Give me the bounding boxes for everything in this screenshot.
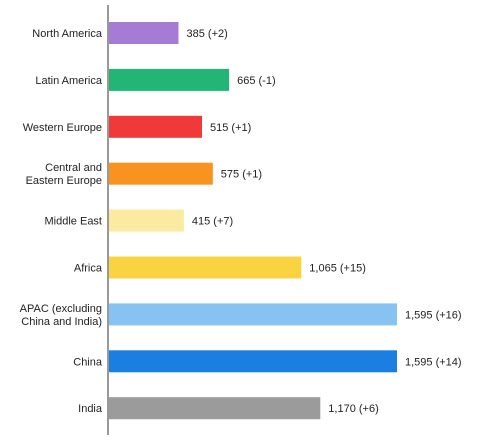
category-label-line: North America — [32, 28, 103, 40]
category-label-line: China and India) — [21, 316, 102, 328]
category-label-line: Central and — [45, 162, 102, 174]
category-label-line: Western Europe — [23, 122, 102, 134]
value-label: 1,595 (+14) — [405, 356, 462, 368]
bar — [109, 22, 179, 44]
bar — [109, 397, 321, 420]
category-label: China — [73, 356, 103, 368]
value-label: 515 (+1) — [210, 122, 251, 134]
category-label: Latin America — [35, 75, 103, 87]
value-label: 1,595 (+16) — [405, 309, 462, 321]
category-label: North America — [32, 28, 103, 40]
category-label: Middle East — [45, 216, 102, 228]
category-label: Western Europe — [23, 122, 102, 134]
value-label: 665 (-1) — [237, 75, 276, 87]
bar — [109, 68, 230, 91]
value-label: 1,170 (+6) — [328, 403, 378, 415]
bar — [109, 256, 302, 279]
bar — [109, 303, 397, 326]
category-label-line: Africa — [74, 263, 103, 275]
value-label: 415 (+7) — [192, 216, 233, 228]
value-label: 385 (+2) — [187, 28, 228, 40]
value-label: 1,065 (+15) — [309, 263, 366, 275]
bars-group: North America 385 (+2) Latin America 665 (-… — [20, 22, 462, 420]
value-label: 575 (+1) — [221, 169, 262, 181]
category-label-line: Eastern Europe — [26, 175, 102, 187]
bar — [109, 350, 397, 373]
bar — [109, 162, 213, 185]
category-label-line: Latin America — [35, 75, 103, 87]
category-label-line: China — [73, 356, 103, 368]
category-label: Central and Eastern Europe — [26, 162, 102, 187]
category-label-line: India — [78, 403, 103, 415]
bar — [109, 115, 202, 138]
category-label: Africa — [74, 263, 103, 275]
bar — [109, 209, 184, 232]
category-label: India — [78, 403, 103, 415]
category-label: APAC (excluding China and India) — [20, 303, 102, 328]
category-label-line: Middle East — [45, 216, 102, 228]
category-label-line: APAC (excluding — [20, 303, 102, 315]
